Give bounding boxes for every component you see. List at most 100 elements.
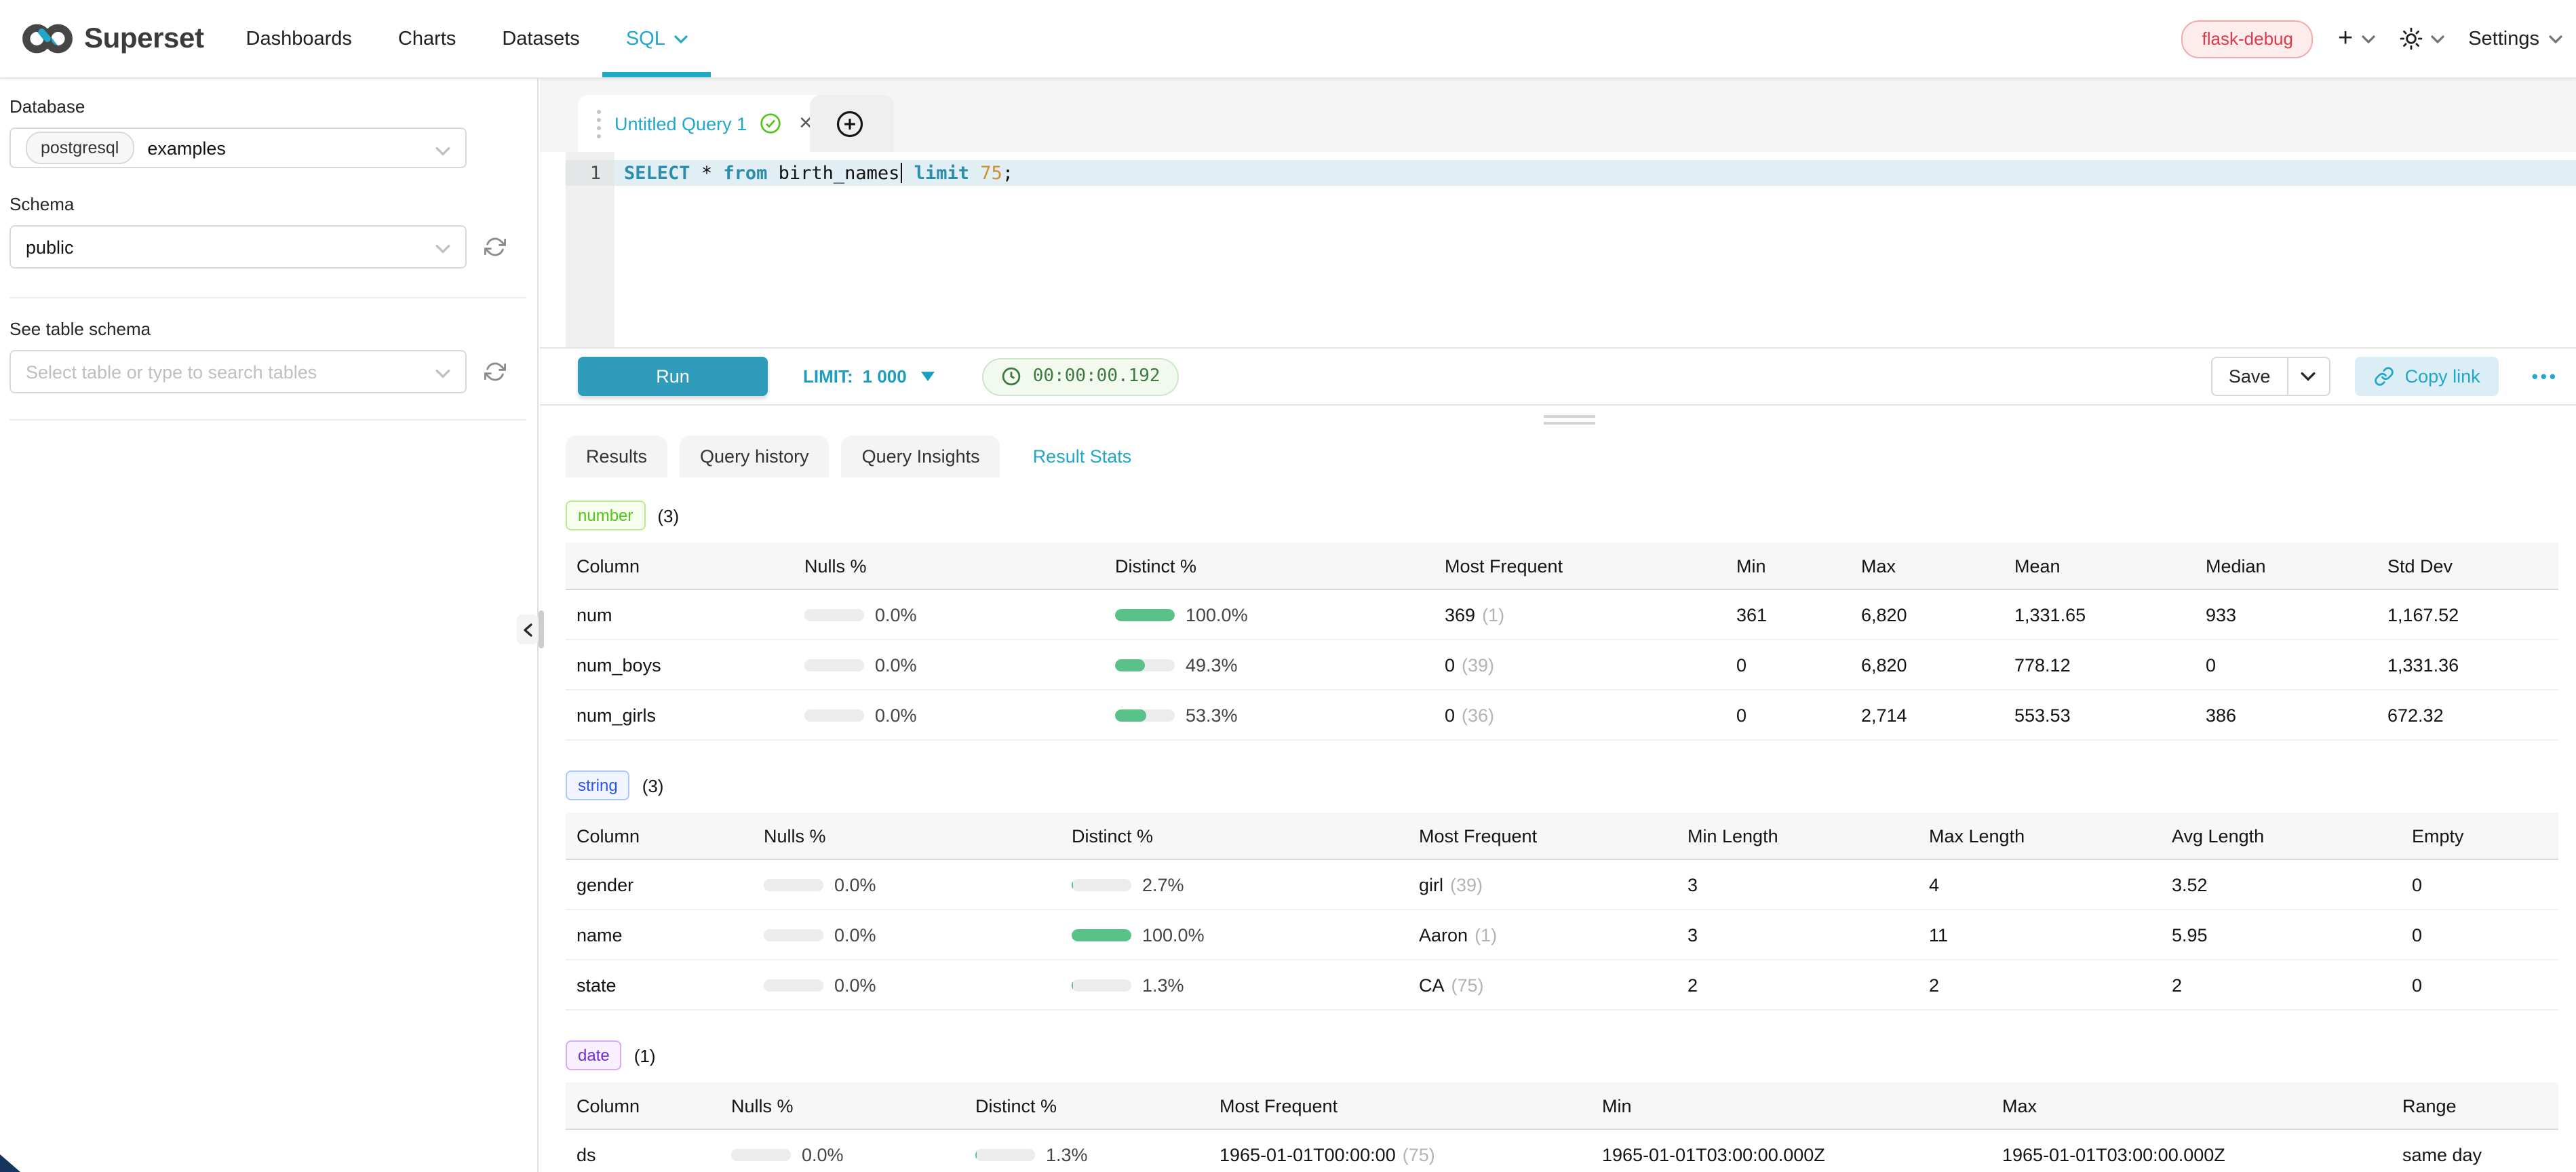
- query-tab-title: Untitled Query 1: [614, 113, 747, 134]
- table-row: ds 0.0% 1.3% 1965-01-01T00:00:00 (75) 1965-01…: [566, 1130, 2558, 1172]
- run-button[interactable]: Run: [578, 357, 768, 396]
- stats-table: Column Nulls % Distinct % Most Frequent Min M…: [566, 543, 2558, 741]
- sql-token: 75: [969, 162, 1002, 184]
- scrollbar-thumb[interactable]: [539, 610, 544, 648]
- add-new-button[interactable]: +: [2338, 26, 2375, 52]
- save-button[interactable]: Save: [2228, 366, 2271, 387]
- nav-item-dashboards[interactable]: Dashboards: [223, 0, 375, 77]
- sql-editor-panel: Untitled Query 1 ✕ 1 SELECT * from birth…: [540, 77, 2576, 1172]
- clock-icon: [1002, 367, 1021, 386]
- table-header-row: Column Nulls % Distinct % Most Frequent Min M…: [566, 543, 2558, 590]
- query-tab[interactable]: Untitled Query 1 ✕: [578, 95, 832, 152]
- stat-cell: 0: [2412, 924, 2423, 945]
- distinct-bar-cell: 2.7%: [1061, 874, 1408, 895]
- most-frequent-value: 369: [1445, 604, 1476, 625]
- plus-icon: +: [2337, 24, 2354, 53]
- column-name-cell: name: [577, 924, 623, 945]
- more-options-button[interactable]: •••: [2531, 366, 2558, 387]
- database-select[interactable]: postgresql examples: [9, 128, 467, 168]
- nulls-bar-cell: 0.0%: [794, 655, 1104, 675]
- settings-menu[interactable]: Settings: [2468, 28, 2562, 50]
- nav-item-datasets[interactable]: Datasets: [479, 0, 602, 77]
- stat-cell: 2: [2172, 975, 2183, 995]
- sql-token: from: [723, 162, 768, 184]
- column-name-cell: num_girls: [577, 705, 657, 725]
- column-header: Median: [2206, 555, 2266, 576]
- table-row: name 0.0% 100.0% Aaron (1) 3 11 5.95 0: [566, 910, 2558, 960]
- chevron-down-icon: [435, 244, 450, 254]
- sql-code-line[interactable]: SELECT * from birth_names limit 75;: [614, 160, 2576, 186]
- tab-results[interactable]: Results: [566, 435, 668, 477]
- table-header-row: Column Nulls % Distinct % Most Frequent Min …: [566, 813, 2558, 860]
- add-query-tab-button[interactable]: [836, 110, 864, 138]
- stat-cell: 5.95: [2172, 924, 2208, 945]
- refresh-tables-button[interactable]: [484, 361, 506, 383]
- stat-cell: 1,167.52: [2387, 604, 2459, 625]
- tab-result-stats[interactable]: Result Stats: [1012, 435, 1152, 477]
- copy-link-button[interactable]: Copy link: [2354, 357, 2499, 396]
- tab-query-history[interactable]: Query history: [680, 435, 830, 477]
- most-frequent-value: 0: [1445, 655, 1456, 675]
- tab-query-insights[interactable]: Query Insights: [841, 435, 1000, 477]
- distinct-bar-cell: 1.3%: [1061, 975, 1408, 995]
- database-value: examples: [147, 138, 226, 158]
- column-header: Column: [577, 825, 640, 846]
- column-count: (3): [657, 505, 680, 526]
- most-frequent-cell: 0 (36): [1434, 705, 1725, 725]
- refresh-icon: [484, 237, 506, 256]
- close-tab-icon[interactable]: ✕: [798, 113, 813, 133]
- most-frequent-value: girl: [1419, 874, 1444, 895]
- table-row: gender 0.0% 2.7% girl (39) 3 4 3.52 0: [566, 860, 2558, 910]
- pane-splitter[interactable]: [540, 406, 2576, 435]
- stats-table: Column Nulls % Distinct % Most Frequent Min …: [566, 813, 2558, 1011]
- most-frequent-cell: 0 (39): [1434, 655, 1725, 675]
- column-name-cell: num: [577, 604, 612, 625]
- column-header: Column: [577, 555, 640, 576]
- limit-dropdown[interactable]: LIMIT: 1 000: [803, 366, 935, 387]
- save-split-button: Save: [2210, 357, 2330, 396]
- nav-item-label: SQL: [625, 28, 665, 50]
- distinct-bar-percent: 100.0%: [1186, 604, 1248, 625]
- refresh-schemas-button[interactable]: [484, 236, 506, 258]
- schema-select[interactable]: public: [9, 225, 467, 269]
- superset-brand[interactable]: Superset: [0, 20, 204, 57]
- nav-item-charts[interactable]: Charts: [375, 0, 479, 77]
- column-header: Nulls %: [764, 825, 826, 846]
- collapse-sidebar-button[interactable]: [517, 614, 539, 644]
- table-select[interactable]: Select table or type to search tables: [9, 350, 467, 393]
- most-frequent-count: (36): [1462, 705, 1495, 725]
- chevron-down-icon: [2430, 35, 2444, 43]
- nulls-bar-cell: 0.0%: [794, 705, 1104, 725]
- environment-badge: flask-debug: [2181, 20, 2314, 58]
- chevron-left-icon: [524, 623, 532, 636]
- save-dropdown-button[interactable]: [2286, 358, 2329, 395]
- sql-token: birth_names: [767, 162, 900, 184]
- theme-toggle-button[interactable]: [2399, 27, 2444, 50]
- most-frequent-count: (39): [1450, 874, 1483, 895]
- stats-table: Column Nulls % Distinct % Most Frequent Min M…: [566, 1082, 2558, 1172]
- line-number: 1: [566, 160, 614, 186]
- column-header: Column: [577, 1095, 640, 1116]
- distinct-bar-percent: 2.7%: [1142, 874, 1184, 895]
- stat-cell: 553.53: [2014, 705, 2071, 725]
- stat-cell: 4: [1929, 874, 1940, 895]
- nulls-bar-percent: 0.0%: [875, 705, 917, 725]
- nulls-bar-percent: 0.0%: [834, 975, 876, 995]
- stats-section-string: string (3) Column Nulls % Distinct % Most Fre…: [566, 770, 2558, 1011]
- column-header: Nulls %: [731, 1095, 794, 1116]
- splitter-grip-icon: [1544, 415, 1595, 418]
- stat-cell: 2: [1929, 975, 1940, 995]
- sql-token: limit: [903, 162, 970, 184]
- column-header: Min: [1736, 555, 1766, 576]
- limit-value: 1 000: [862, 366, 907, 387]
- nulls-bar-cell: 0.0%: [794, 604, 1104, 625]
- drag-handle-icon[interactable]: [597, 109, 601, 138]
- nav-items: Dashboards Charts Datasets SQL: [223, 0, 711, 77]
- sql-code-editor[interactable]: 1 SELECT * from birth_names limit 75;: [540, 152, 2576, 347]
- nav-item-sql[interactable]: SQL: [602, 0, 711, 77]
- nulls-bar-cell: 0.0%: [753, 975, 1061, 995]
- nulls-bar-percent: 0.0%: [834, 924, 876, 945]
- distinct-bar-percent: 100.0%: [1142, 924, 1205, 945]
- chevron-down-icon: [2301, 372, 2316, 381]
- string-type-tag: string: [566, 770, 630, 800]
